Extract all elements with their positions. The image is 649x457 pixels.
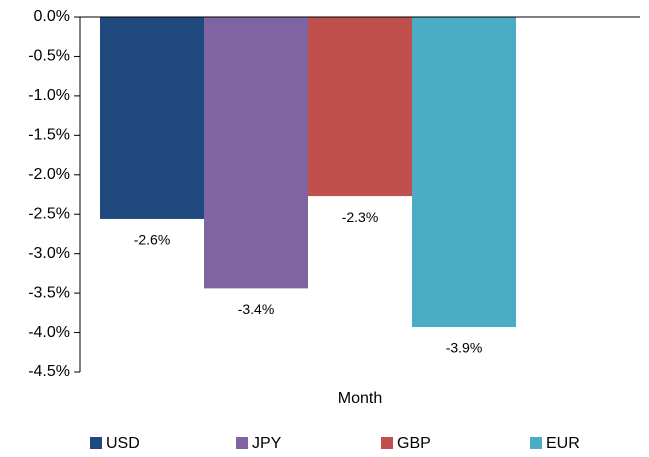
legend-swatch [90, 437, 102, 449]
y-tick-label: -2.0% [28, 166, 70, 183]
legend-label: EUR [546, 435, 580, 452]
legend-swatch [236, 437, 248, 449]
y-tick-label: 0.0% [34, 8, 70, 25]
bar [412, 17, 516, 328]
legend-label: JPY [252, 435, 282, 452]
y-tick-label: -3.0% [28, 245, 70, 262]
legend-swatch [530, 437, 542, 449]
data-label: -3.4% [238, 301, 275, 317]
y-tick-label: -2.5% [28, 205, 70, 222]
bar [204, 17, 308, 289]
legend-label: GBP [397, 435, 431, 452]
x-axis-label: Month [338, 390, 382, 407]
y-tick-label: -0.5% [28, 48, 70, 65]
legend-swatch [381, 437, 393, 449]
y-tick-label: -4.5% [28, 363, 70, 380]
y-tick-label: -3.5% [28, 284, 70, 301]
data-label: -2.3% [342, 209, 379, 225]
bar [308, 17, 412, 197]
y-tick-label: -4.0% [28, 324, 70, 341]
data-label: -3.9% [446, 340, 483, 356]
legend-label: USD [106, 435, 140, 452]
y-tick-label: -1.5% [28, 127, 70, 144]
y-tick-label: -1.0% [28, 87, 70, 104]
bar [100, 17, 204, 219]
data-label: -2.6% [134, 232, 171, 248]
